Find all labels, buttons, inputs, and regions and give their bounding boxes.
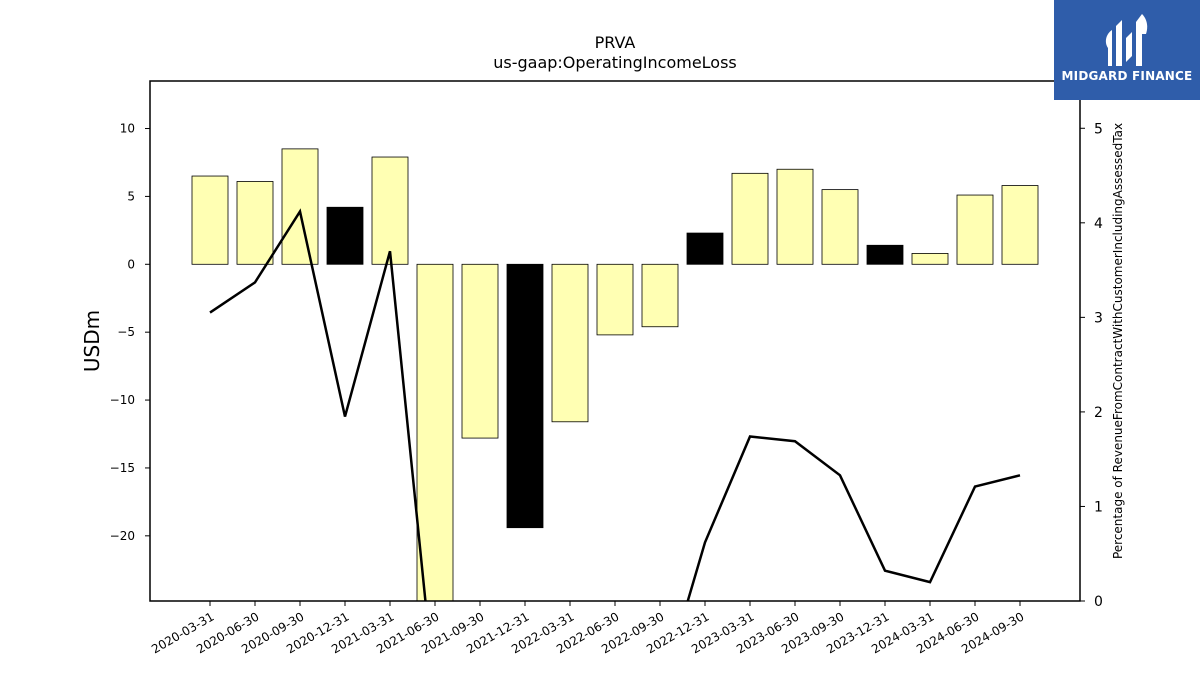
right-tick-label: 1	[1094, 499, 1103, 515]
bar-2021-06-30	[416, 263, 454, 602]
x-axis: 2020-03-312020-06-302020-09-302020-12-31…	[149, 601, 1027, 656]
bar-2022-12-31	[686, 232, 724, 265]
bar-2024-06-30	[956, 194, 994, 265]
right-tick-label: 5	[1094, 121, 1103, 137]
right-tick-label: 2	[1094, 405, 1103, 421]
left-tick-label: 0	[127, 257, 135, 271]
y-axis-label-right: Percentage of RevenueFromContractWithCus…	[1111, 123, 1125, 559]
bar-2023-09-30	[821, 189, 859, 265]
right-tick-label: 4	[1094, 216, 1103, 232]
left-tick-label: 5	[127, 189, 135, 203]
bar-2021-12-31	[506, 263, 544, 529]
series-line	[209, 208, 1021, 601]
chart-subtitle: us-gaap:OperatingIncomeLoss	[493, 53, 737, 72]
bar-2022-09-30	[641, 263, 679, 328]
bar-2023-03-31	[731, 172, 769, 265]
line-layer	[209, 208, 1021, 601]
left-tick-label: −20	[110, 529, 135, 543]
left-tick-label: −15	[110, 461, 135, 475]
bar-2023-06-30	[776, 168, 814, 265]
bar-2021-03-31	[371, 156, 409, 265]
bar-2022-03-31	[551, 263, 589, 423]
left-axis: 10 5 0 −5 −10 −15 −20	[110, 122, 150, 543]
bar-2022-06-30	[596, 263, 634, 336]
left-tick-label: −10	[110, 393, 135, 407]
logo-mark-icon	[1105, 14, 1148, 66]
right-tick-label: 0	[1094, 594, 1103, 610]
bar-2020-12-31	[326, 206, 364, 265]
bar-2020-03-31	[191, 175, 229, 265]
chart-title: PRVA	[595, 33, 636, 52]
bar-2023-12-31	[866, 244, 904, 265]
midgard-finance-logo: MIDGARD FINANCE	[1054, 0, 1200, 100]
bars-layer	[191, 148, 1039, 602]
bar-2021-09-30	[461, 263, 499, 439]
bar-2024-09-30	[1001, 185, 1039, 265]
right-tick-label: 3	[1094, 310, 1103, 326]
left-tick-label: −5	[117, 325, 135, 339]
bar-2024-03-31	[911, 253, 949, 265]
bar-2020-09-30	[281, 148, 319, 265]
right-axis: 0 1 2 3 4 5	[1080, 121, 1103, 610]
bar-2020-06-30	[236, 181, 274, 265]
left-tick-label: 10	[120, 122, 135, 136]
y-axis-label: USDm	[80, 310, 104, 372]
logo-text: MIDGARD FINANCE	[1061, 69, 1193, 83]
